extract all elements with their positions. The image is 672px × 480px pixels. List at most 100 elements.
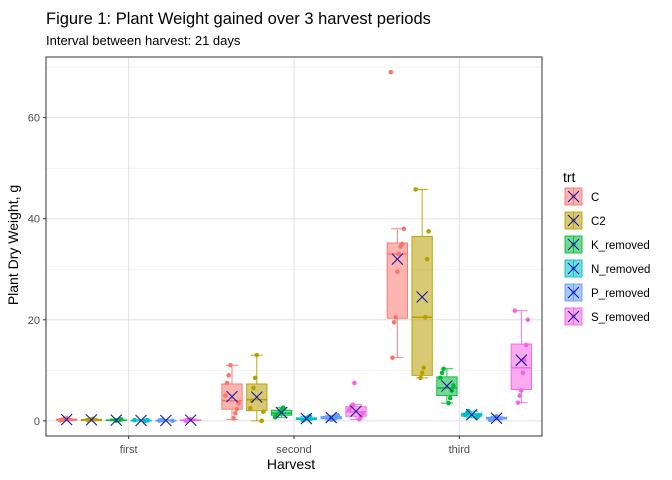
mean-marker-n-removed-second — [300, 412, 313, 425]
mean-marker-n-removed-third — [465, 408, 478, 421]
data-point-c2-third — [413, 187, 418, 192]
box-c2-third — [411, 235, 433, 376]
data-point-s-removed-third — [519, 388, 524, 393]
data-point-c2-third — [423, 314, 428, 320]
data-point-k-removed-second — [280, 405, 286, 411]
data-point-s-removed-third — [515, 400, 521, 405]
legend-key-mean-k-removed — [567, 238, 580, 251]
y-tick-label: 40 — [28, 214, 40, 226]
data-point-c-third — [401, 226, 407, 232]
legend-label-s-removed: S_removed — [591, 312, 650, 324]
data-point-c-third — [399, 241, 405, 247]
data-point-p-removed-first — [170, 418, 175, 424]
mean-marker-p-removed-second — [325, 411, 338, 424]
mean-marker-c2-second — [250, 391, 263, 403]
mean-marker-k-removed-third — [441, 380, 453, 392]
y-tick-label: 60 — [28, 113, 40, 125]
legend-label-n-removed: N_removed — [591, 264, 650, 276]
mean-marker-p-removed-third — [490, 412, 503, 425]
data-point-s-removed-third — [517, 393, 523, 398]
mean-marker-c-third — [391, 253, 404, 266]
data-point-c-third — [393, 314, 399, 320]
data-point-k-removed-third — [446, 400, 451, 406]
data-point-c2-second — [254, 352, 260, 358]
data-point-k-removed-third — [451, 383, 456, 388]
data-point-c-second — [234, 406, 240, 412]
legend-label-c2: C2 — [591, 216, 606, 228]
legend-key-mean-c2 — [567, 214, 580, 227]
data-point-c-second — [224, 380, 230, 386]
data-point-c2-second — [247, 405, 253, 411]
legend-key-mean-s-removed — [567, 310, 580, 323]
mean-marker-s-removed-first — [184, 414, 197, 426]
data-point-s-removed-third — [523, 342, 529, 348]
data-point-k-removed-third — [438, 375, 443, 381]
legend-key-mean-c — [567, 190, 580, 203]
data-point-c-second — [231, 416, 236, 421]
mean-marker-c2-third — [416, 291, 429, 303]
data-point-c2-third — [421, 365, 427, 371]
data-point-c-third — [396, 251, 402, 257]
mean-marker-c-second — [226, 390, 238, 403]
legend-label-k-removed: K_removed — [591, 240, 650, 252]
data-point-s-removed-third — [522, 357, 527, 363]
legend-title: trt — [563, 169, 576, 185]
data-point-s-removed-second — [360, 410, 365, 416]
y-tick-label: 20 — [28, 315, 40, 327]
mean-marker-c2-first — [85, 413, 98, 426]
data-point-c2-third — [424, 256, 430, 262]
data-point-n-removed-third — [475, 413, 481, 419]
data-point-s-removed-third — [512, 308, 518, 313]
data-point-s-removed-second — [352, 380, 357, 386]
data-point-c-second — [232, 410, 238, 416]
data-point-c-third — [391, 320, 397, 325]
legend-label-c: C — [591, 192, 599, 204]
data-point-c-second — [223, 393, 228, 398]
data-point-s-removed-third — [520, 370, 526, 376]
plot-border — [45, 56, 543, 437]
mean-marker-c-first — [60, 413, 73, 426]
data-point-c-third — [390, 355, 395, 360]
data-point-c2-second — [249, 398, 255, 403]
chart-title: Figure 1: Plant Weight gained over 3 har… — [46, 10, 431, 28]
data-point-c2-second — [259, 418, 264, 424]
box-s-removed-third — [510, 343, 532, 390]
mean-marker-s-removed-second — [350, 405, 362, 418]
data-point-k-removed-third — [441, 366, 446, 372]
data-point-c-third — [395, 269, 400, 275]
data-point-k-removed-first — [118, 417, 124, 422]
data-point-c2-second — [251, 385, 256, 391]
y-tick-label: 0 — [34, 416, 40, 428]
legend-key-mean-n-removed — [567, 262, 580, 275]
data-point-k-removed-third — [447, 395, 453, 401]
chart-subtitle: Interval between harvest: 21 days — [46, 33, 241, 48]
x-axis-label: Harvest — [267, 456, 315, 472]
data-point-c2-third — [426, 229, 431, 234]
data-point-c-first — [64, 416, 69, 421]
legend-label-p-removed: P_removed — [591, 288, 650, 300]
data-point-c2-third — [418, 375, 423, 381]
mean-marker-k-removed-first — [110, 414, 123, 426]
data-point-s-removed-third — [525, 317, 531, 323]
data-point-n-removed-first — [145, 418, 150, 423]
legend-key-mean-p-removed — [567, 286, 580, 299]
mean-marker-s-removed-third — [515, 354, 528, 367]
data-point-c2-third — [419, 370, 425, 376]
data-point-c-third — [388, 69, 394, 75]
data-point-k-removed-third — [439, 370, 445, 376]
x-tick-label: first — [120, 444, 138, 456]
data-point-c2-second — [252, 375, 258, 381]
data-point-n-removed-second — [307, 413, 312, 419]
x-tick-label: second — [276, 444, 311, 456]
mean-marker-p-removed-first — [159, 414, 172, 427]
x-tick-label: third — [449, 444, 470, 456]
mean-marker-k-removed-second — [275, 406, 288, 419]
data-point-c2-second — [261, 409, 266, 415]
data-point-p-removed-second — [335, 412, 341, 418]
mean-marker-n-removed-first — [135, 414, 147, 427]
y-axis-label: Plant Dry Weight, g — [5, 185, 21, 305]
data-point-s-removed-second — [350, 402, 356, 407]
data-point-n-removed-first — [132, 417, 137, 423]
data-point-c-second — [228, 362, 233, 368]
